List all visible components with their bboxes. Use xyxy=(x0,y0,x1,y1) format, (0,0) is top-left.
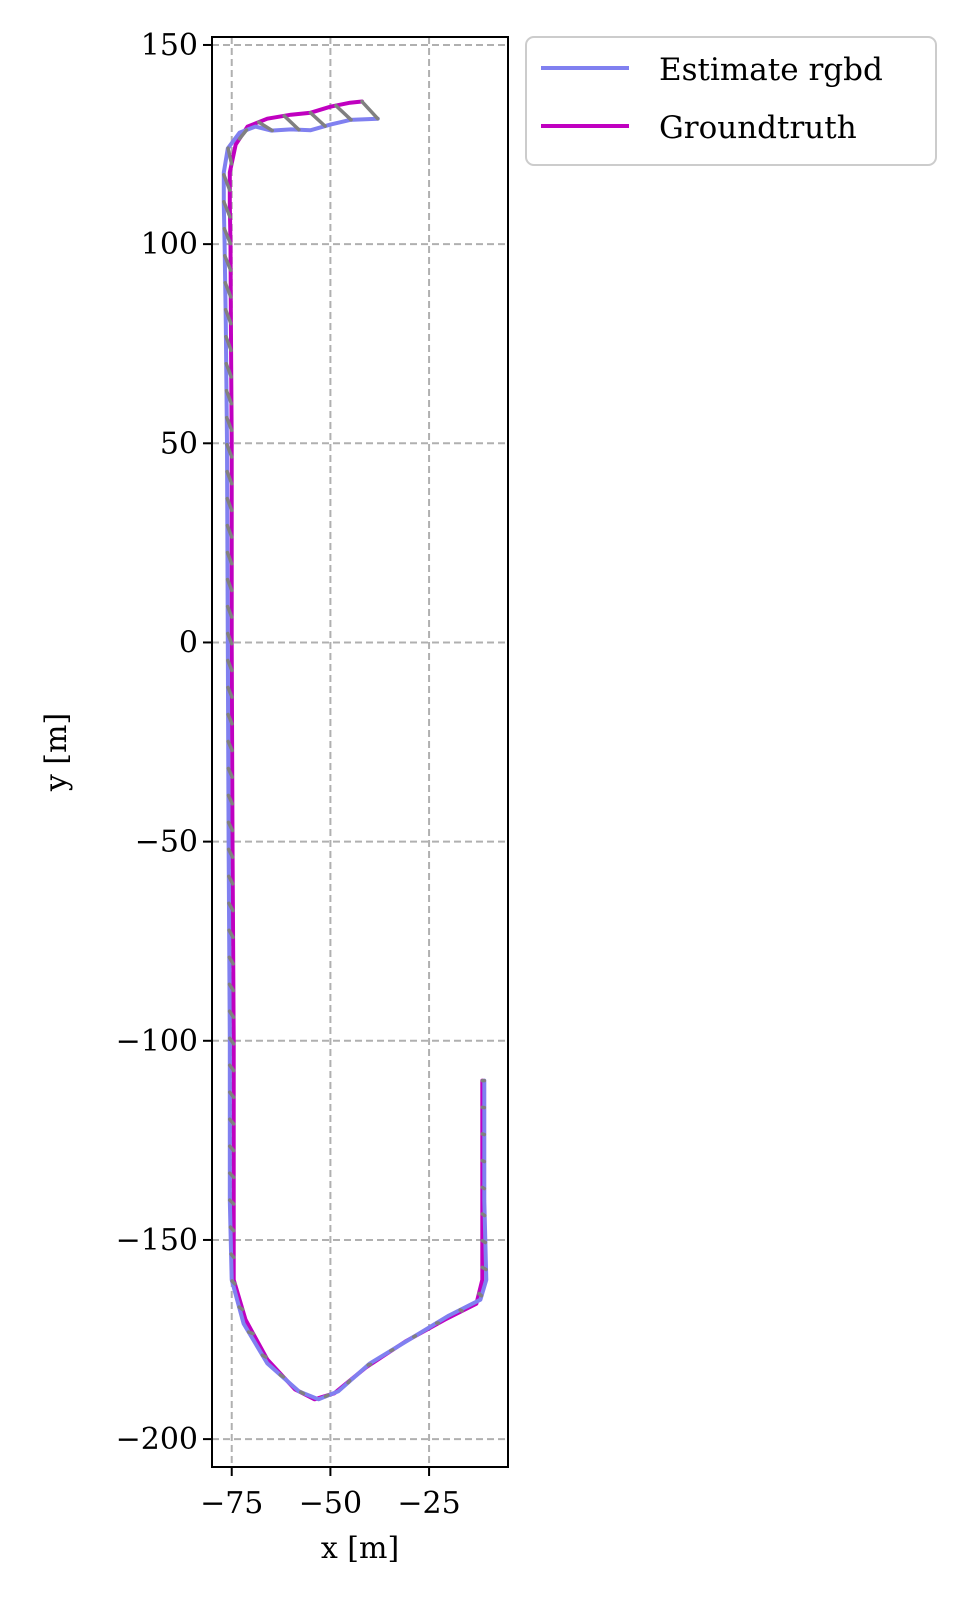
error-segments xyxy=(222,99,488,1399)
error-segment xyxy=(412,1334,418,1339)
y-tick-label: 0 xyxy=(179,625,198,660)
y-ticks: 150 100 50 0 −50 −100 −150 −200 xyxy=(116,28,212,1457)
error-segment xyxy=(226,685,234,699)
error-segment xyxy=(228,1063,236,1073)
error-segment xyxy=(228,1171,236,1180)
error-segment xyxy=(224,388,234,406)
error-segment xyxy=(226,820,235,833)
error-segment xyxy=(227,874,235,886)
error-segment xyxy=(346,1378,352,1385)
error-segment xyxy=(225,604,234,619)
error-segment xyxy=(223,307,233,326)
error-segment xyxy=(226,658,234,673)
error-segment xyxy=(222,226,233,246)
error-segment xyxy=(226,793,235,806)
error-segment xyxy=(308,110,327,128)
error-segment xyxy=(226,739,234,753)
error-segment xyxy=(225,550,234,566)
error-segment xyxy=(222,200,232,219)
error-segment xyxy=(480,1212,487,1218)
y-tick-label: 50 xyxy=(160,426,198,461)
error-segment xyxy=(237,1305,245,1312)
error-segment xyxy=(480,1132,487,1137)
error-segment xyxy=(228,1117,236,1126)
error-segment xyxy=(480,1265,488,1272)
error-segment xyxy=(480,1158,487,1164)
error-segment xyxy=(225,469,234,486)
plot-frame xyxy=(211,36,509,1468)
x-tick-label: −50 xyxy=(299,1486,362,1521)
error-segment xyxy=(225,577,234,593)
error-segment xyxy=(224,334,233,353)
y-tick-label: 150 xyxy=(141,28,198,63)
x-tick-label: −25 xyxy=(397,1486,460,1521)
error-segment xyxy=(360,99,380,121)
error-segment xyxy=(224,415,234,433)
error-segment xyxy=(225,496,234,513)
x-tick-label: −75 xyxy=(200,1486,263,1521)
error-segment xyxy=(226,146,234,166)
error-segment xyxy=(323,1393,330,1399)
error-segment xyxy=(229,1252,236,1260)
error-segment xyxy=(389,1348,395,1353)
legend-label-estimate: Estimate rgbd xyxy=(659,52,883,88)
error-segment xyxy=(366,1362,373,1367)
error-segment xyxy=(228,1198,236,1206)
error-segment xyxy=(334,103,353,122)
error-segment xyxy=(237,128,249,141)
error-segment xyxy=(228,1090,236,1100)
y-tick-label: −100 xyxy=(116,1024,198,1059)
error-segment xyxy=(227,955,235,966)
error-segment xyxy=(225,442,234,459)
error-segment xyxy=(260,1353,268,1359)
error-segment xyxy=(228,1144,236,1153)
error-segment xyxy=(227,901,235,913)
error-segment xyxy=(227,1009,236,1019)
error-segment xyxy=(228,1225,236,1233)
y-axis-label: y [m] xyxy=(39,713,74,792)
error-segment xyxy=(246,1330,255,1336)
error-segment xyxy=(224,361,234,379)
legend-label-groundtruth: Groundtruth xyxy=(659,110,857,146)
error-segment xyxy=(480,1185,487,1191)
error-segment xyxy=(227,928,235,939)
y-tick-label: −200 xyxy=(116,1422,198,1457)
error-segment xyxy=(223,253,233,273)
error-segment xyxy=(477,1291,484,1298)
error-segment xyxy=(278,1373,286,1379)
error-segment xyxy=(282,114,301,132)
y-tick-label: −50 xyxy=(135,825,198,860)
error-segment xyxy=(223,280,233,299)
error-segment xyxy=(226,847,235,859)
y-tick-label: 100 xyxy=(141,227,198,262)
legend: Estimate rgbd Groundtruth xyxy=(525,36,937,166)
y-tick-label: −150 xyxy=(116,1223,198,1258)
error-segment xyxy=(227,1036,236,1046)
error-segment xyxy=(298,1390,306,1396)
error-segment xyxy=(226,631,234,646)
x-ticks: −75 −50 −25 xyxy=(200,1467,461,1521)
error-segment xyxy=(458,1308,464,1313)
error-segment xyxy=(225,523,234,539)
error-segment xyxy=(226,766,235,779)
error-segment xyxy=(226,712,234,726)
error-segment xyxy=(227,982,236,993)
x-axis-label: x [m] xyxy=(321,1531,399,1566)
error-segment xyxy=(230,1279,237,1286)
plot-background xyxy=(212,37,508,1467)
error-segment xyxy=(256,120,274,133)
error-segment xyxy=(480,1238,488,1245)
error-segment xyxy=(222,173,232,193)
